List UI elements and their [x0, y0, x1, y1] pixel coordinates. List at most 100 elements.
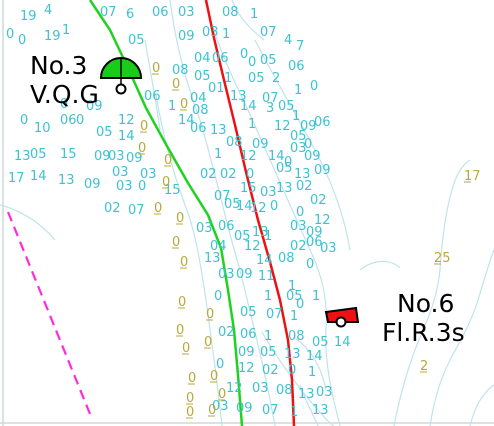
depth-sounding: 03: [202, 25, 219, 40]
depth-sounding: 12: [314, 213, 331, 228]
depth-sounding: 1: [248, 117, 256, 132]
depth-sounding: 1: [214, 147, 222, 162]
depth-sounding: 05: [248, 71, 265, 86]
depth-sounding: 06: [240, 327, 257, 342]
depth-sounding: 07: [266, 307, 283, 322]
depth-sounding: 09: [86, 99, 103, 114]
depth-sounding: 09: [300, 119, 317, 134]
depth-sounding: 0: [214, 289, 222, 304]
depth-sounding: 13: [58, 173, 75, 188]
drying-height: 0: [208, 403, 216, 418]
depth-sounding: 03: [140, 167, 157, 182]
depth-sounding: 1: [290, 405, 298, 420]
depth-sounding: 06: [152, 5, 169, 20]
depth-sounding: 14: [118, 129, 135, 144]
depth-sounding: 12: [274, 119, 291, 134]
depth-sounding: 03: [260, 185, 277, 200]
drying-height: 0: [162, 175, 170, 190]
green-buoy-icon[interactable]: [99, 57, 143, 95]
depth-sounding: 0: [296, 297, 304, 312]
depth-sounding: 13: [252, 225, 269, 240]
depth-sounding: 6: [126, 7, 134, 22]
depth-sounding: 04: [190, 91, 207, 106]
depth-sounding: 06: [212, 51, 229, 66]
red-buoy-icon[interactable]: [324, 306, 360, 328]
depth-sounding: 1: [264, 289, 272, 304]
depth-sounding: 02: [262, 363, 279, 378]
drying-height: 0: [210, 369, 218, 384]
depth-sounding: 09: [126, 151, 143, 166]
depth-sounding: 05: [260, 345, 277, 360]
depth-sounding: 0: [248, 55, 256, 70]
depth-sounding: 1: [290, 309, 298, 324]
depth-sounding: 02: [104, 201, 121, 216]
depth-sounding: 4: [284, 33, 292, 48]
depth-sounding: 03: [112, 165, 129, 180]
depth-sounding: 0: [296, 205, 304, 220]
depth-sounding: 0: [246, 167, 254, 182]
drying-height: 0: [186, 391, 194, 406]
depth-sounding: 0: [306, 257, 314, 272]
depth-sounding: 0: [270, 199, 278, 214]
depth-sounding: 02: [220, 167, 237, 182]
depth-sounding: 09: [178, 29, 195, 44]
depth-sounding: 06: [288, 59, 305, 74]
depth-sounding: 12: [244, 239, 261, 254]
depth-sounding: 05: [234, 229, 251, 244]
depth-sounding: 1: [292, 109, 300, 124]
depth-sounding: 0: [310, 79, 318, 94]
depth-sounding: 13: [298, 387, 315, 402]
depth-sounding: 1: [294, 83, 302, 98]
depth-sounding: 13: [230, 89, 247, 104]
depth-sounding: 03: [316, 385, 333, 400]
depth-sounding: 0: [20, 113, 28, 128]
depth-sounding: 15: [60, 147, 77, 162]
buoy-light-characteristic: V.Q.G: [30, 80, 99, 109]
depth-sounding: 02: [296, 179, 313, 194]
depth-sounding: 0: [6, 27, 14, 42]
drying-height: 0: [188, 371, 196, 386]
depth-sounding: 05: [278, 99, 295, 114]
depth-sounding: 08: [288, 329, 305, 344]
depth-sounding: 13: [204, 251, 221, 266]
depth-sounding: 09: [84, 177, 101, 192]
depth-sounding: 01: [208, 81, 225, 96]
depth-sounding: 03: [196, 221, 213, 236]
depth-sounding: 2: [272, 71, 280, 86]
depth-sounding: 03: [290, 219, 307, 234]
depth-sounding: 05: [194, 69, 211, 84]
depth-sounding: 03: [320, 241, 337, 256]
depth-sounding: 05: [30, 147, 47, 162]
drying-height: 0: [154, 201, 162, 216]
buoy-name: No.6: [397, 289, 455, 318]
depth-sounding: 06: [314, 115, 331, 130]
depth-sounding: 09: [236, 267, 253, 282]
depth-sounding: 09: [94, 149, 111, 164]
depth-sounding: 0: [60, 97, 68, 112]
depth-sounding: 08: [278, 251, 295, 266]
depth-sounding: 02: [200, 167, 217, 182]
depth-sounding: 13: [14, 149, 31, 164]
depth-sounding: 15: [164, 183, 181, 198]
depth-sounding: 08: [222, 5, 239, 20]
drying-height: 0: [172, 235, 180, 250]
depth-sounding: 02: [310, 193, 327, 208]
depth-sounding: 03: [116, 179, 133, 194]
depth-sounding: 4: [44, 3, 52, 18]
depth-sounding: 02: [290, 239, 307, 254]
depth-sounding: 1: [222, 27, 230, 42]
drying-height: 0: [180, 255, 188, 270]
depth-sounding: 03: [290, 141, 307, 156]
depth-sounding: 09: [314, 163, 331, 178]
depth-sounding: 02: [218, 325, 235, 340]
drying-height: 0: [178, 295, 186, 310]
depth-sounding: 09: [236, 401, 253, 416]
depth-sounding: 12: [238, 361, 255, 376]
depth-sounding: 0: [304, 137, 312, 152]
depth-sounding: 1: [264, 329, 272, 344]
depth-sounding: 05: [276, 161, 293, 176]
depth-sounding: 08: [226, 135, 243, 150]
depth-sounding: 07: [262, 91, 279, 106]
